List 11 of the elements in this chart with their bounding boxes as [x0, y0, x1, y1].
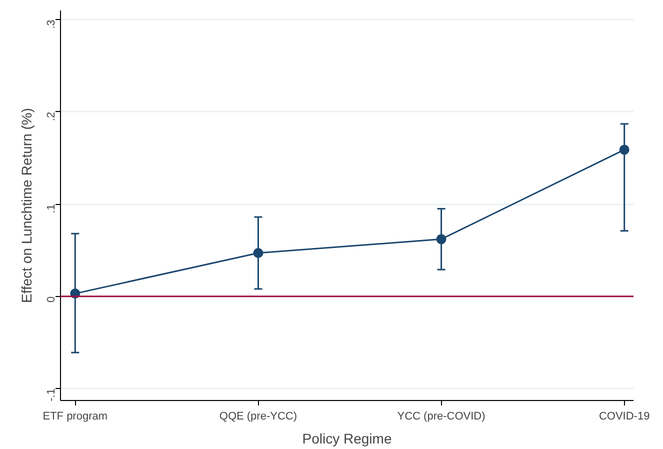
y-tick-label: .1 — [46, 204, 58, 214]
x-tick-label: COVID-19 — [598, 410, 650, 422]
x-tick-label: YCC (pre-COVID) — [397, 410, 486, 422]
x-tick-label: ETF program — [42, 410, 108, 422]
y-tick-label: .2 — [46, 112, 58, 122]
y-axis-title: Effect on Lunchtime Return (%) — [18, 108, 34, 304]
y-tick-label: 0 — [46, 296, 58, 302]
y-tick-label: .3 — [46, 20, 58, 29]
x-axis-title: Policy Regime — [302, 430, 392, 446]
y-tick-label: -.1 — [46, 388, 58, 402]
x-tick-label: QQE (pre-YCC) — [219, 410, 298, 422]
